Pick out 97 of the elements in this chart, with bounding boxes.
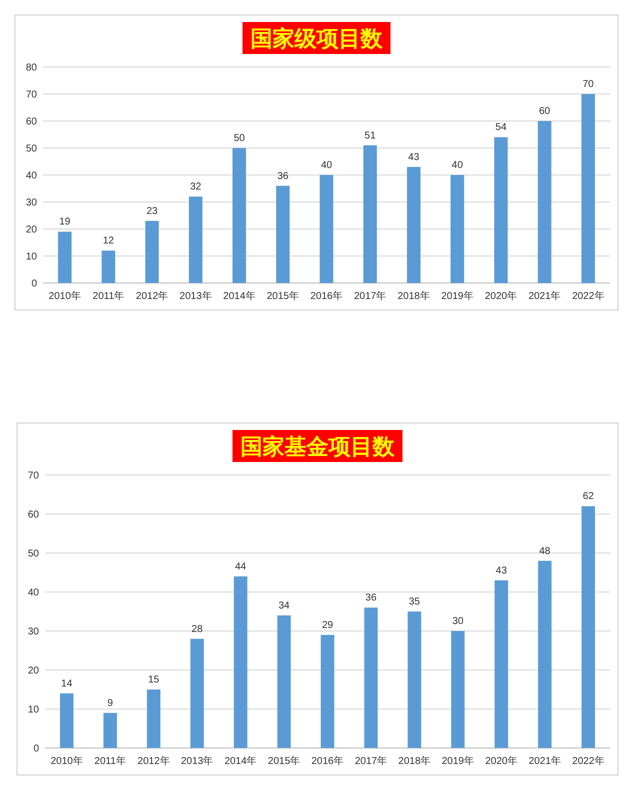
x-tick-label: 2010年: [48, 290, 81, 302]
data-label: 44: [235, 561, 247, 572]
x-tick-label: 2015年: [266, 290, 300, 302]
x-tick-label: 2016年: [311, 755, 344, 767]
data-label: 36: [277, 170, 289, 182]
bar: [276, 186, 290, 283]
data-label: 48: [539, 546, 551, 557]
data-label: 34: [278, 600, 290, 612]
data-label: 43: [408, 152, 420, 163]
x-tick-label: 2017年: [354, 755, 388, 767]
x-tick-label: 2016年: [310, 290, 343, 302]
x-tick-label: 2012年: [138, 755, 170, 767]
y-tick-label: 0: [33, 744, 40, 754]
x-tick-label: 2014年: [223, 290, 256, 302]
x-tick-label: 2013年: [180, 290, 212, 302]
data-label: 32: [190, 182, 202, 193]
data-label: 19: [59, 216, 71, 228]
data-label: 23: [146, 206, 158, 217]
x-tick-label: 2017年: [354, 290, 386, 302]
bar: [145, 220, 159, 283]
x-tick-label: 2022年: [572, 755, 604, 767]
data-label: 50: [234, 133, 246, 144]
bar: [103, 712, 117, 748]
data-label: 14: [61, 678, 73, 690]
bar: [190, 638, 204, 748]
y-tick-label: 0: [31, 278, 38, 290]
x-tick-label: 2018年: [398, 755, 431, 767]
bar: [320, 175, 334, 283]
x-tick-label: 2021年: [528, 755, 561, 767]
x-tick-label: 2019年: [441, 290, 474, 302]
data-label: 70: [582, 79, 594, 90]
y-tick-label: 50: [28, 548, 40, 560]
data-label: 29: [322, 620, 334, 631]
bar: [320, 634, 334, 748]
y-tick-label: 60: [28, 510, 40, 520]
y-tick-label: 30: [26, 198, 38, 208]
x-tick-label: 2013年: [180, 755, 214, 767]
bar: [188, 196, 202, 283]
bar: [364, 608, 378, 748]
y-tick-label: 20: [26, 224, 38, 236]
bar: [277, 615, 291, 748]
chart-title: 国家基金项目数: [240, 434, 396, 459]
data-label: 9: [107, 698, 114, 709]
bar: [406, 166, 420, 283]
data-label: 40: [452, 160, 464, 171]
bar: [146, 690, 160, 748]
x-tick-label: 2021年: [528, 290, 561, 302]
bar: [363, 145, 377, 283]
y-tick-label: 40: [26, 170, 38, 182]
x-tick-label: 2020年: [484, 290, 518, 302]
x-tick-label: 2018年: [398, 290, 430, 302]
x-tick-label: 2019年: [442, 755, 474, 767]
x-tick-label: 2010年: [50, 755, 83, 767]
y-tick-label: 40: [28, 588, 40, 598]
y-tick-label: 80: [26, 62, 38, 74]
x-tick-label: 2015年: [268, 755, 300, 767]
x-tick-label: 2020年: [485, 755, 518, 767]
data-label: 60: [539, 106, 551, 117]
data-label: 35: [408, 596, 420, 608]
bar: [102, 250, 116, 283]
bar: [494, 580, 508, 748]
y-tick-label: 20: [28, 666, 40, 676]
bar: [581, 94, 595, 283]
chart-title: 国家级项目数: [250, 26, 384, 51]
y-tick-label: 10: [28, 704, 40, 716]
bar: [538, 121, 552, 283]
y-tick-label: 30: [28, 626, 40, 638]
data-label: 62: [582, 491, 594, 502]
bar: [234, 576, 248, 748]
y-tick-label: 10: [26, 252, 38, 262]
bar: [60, 693, 74, 748]
bar: [538, 560, 552, 748]
data-label: 12: [102, 236, 114, 247]
bar: [58, 232, 72, 283]
data-label: 54: [495, 122, 507, 134]
x-tick-label: 2012年: [136, 290, 168, 302]
bar: [450, 175, 464, 283]
x-tick-label: 2011年: [92, 290, 124, 302]
bar: [232, 148, 246, 283]
y-tick-label: 50: [26, 144, 38, 154]
bar: [451, 631, 465, 748]
x-tick-label: 2022年: [572, 290, 604, 302]
data-label: 36: [365, 592, 377, 604]
bar: [582, 506, 596, 748]
y-tick-label: 60: [26, 116, 38, 128]
x-tick-label: 2011年: [94, 755, 126, 767]
y-tick-label: 70: [28, 470, 40, 482]
data-label: 51: [364, 130, 376, 142]
bar: [494, 137, 508, 283]
data-label: 28: [192, 624, 204, 635]
y-tick-label: 70: [26, 90, 38, 100]
data-label: 40: [320, 160, 332, 171]
data-label: 43: [496, 565, 508, 576]
data-label: 15: [148, 674, 160, 686]
data-label: 30: [452, 616, 464, 627]
x-tick-label: 2014年: [224, 755, 257, 767]
bar: [408, 612, 422, 748]
